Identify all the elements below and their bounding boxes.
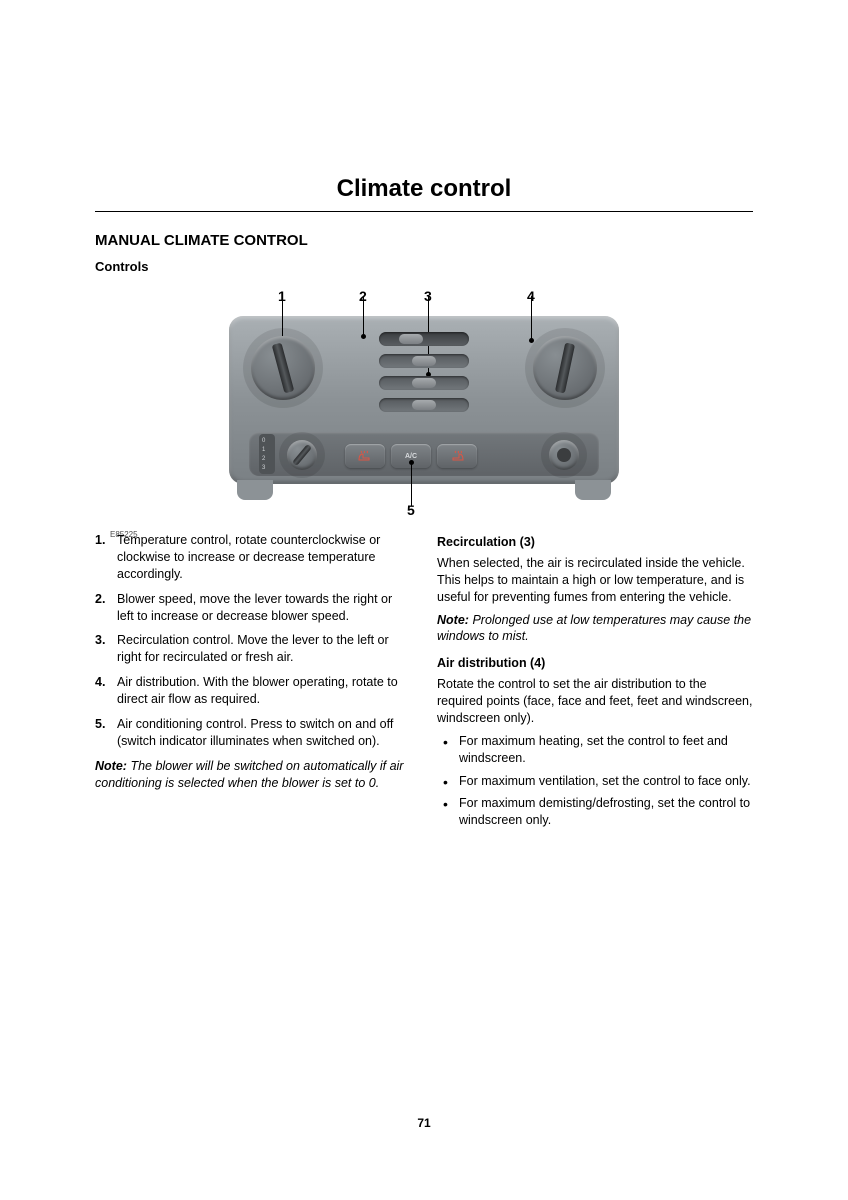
blower-note: Note: The blower will be switched on aut… [95, 758, 411, 792]
note-body: The blower will be switched on automatic… [95, 759, 403, 790]
body-columns: Temperature control, rotate counterclock… [95, 532, 753, 835]
lighter-dial [549, 440, 579, 470]
page-number: 71 [0, 1116, 848, 1130]
list-item: For maximum ventilation, set the control… [437, 773, 753, 790]
list-item: Air distribution. With the blower operat… [95, 674, 411, 708]
callout-row-bottom: 5 [229, 484, 619, 520]
blower-speed-slider [379, 332, 469, 346]
callout-5: 5 [407, 502, 415, 518]
controls-list: Temperature control, rotate counterclock… [95, 532, 411, 750]
recirculation-note: Note: Prolonged use at low temperatures … [437, 612, 753, 646]
air-distribution-dial [533, 336, 597, 400]
subheading-controls: Controls [95, 259, 753, 274]
headlamp-dial [287, 440, 317, 470]
list-item: Recirculation control. Move the lever to… [95, 632, 411, 666]
air-distribution-heading: Air distribution (4) [437, 655, 753, 672]
list-item: For maximum heating, set the control to … [437, 733, 753, 767]
callout-2: 2 [359, 288, 367, 304]
list-item: Blower speed, move the lever towards the… [95, 591, 411, 625]
note-label: Note: [437, 613, 469, 627]
callout-3: 3 [424, 288, 432, 304]
note-body: Prolonged use at low temperatures may ca… [437, 613, 751, 644]
heated-seat-icon [357, 450, 373, 462]
list-item: Temperature control, rotate counterclock… [95, 532, 411, 583]
list-item: Air conditioning control. Press to switc… [95, 716, 411, 750]
recirculation-body: When selected, the air is recirculated i… [437, 555, 753, 606]
callout-row-top: 1 2 3 4 [229, 288, 619, 316]
air-distribution-body: Rotate the control to set the air distri… [437, 676, 753, 727]
heated-seat-right-button [437, 444, 477, 468]
left-column: Temperature control, rotate counterclock… [95, 532, 411, 835]
diagram-figure: 1 2 3 4 0 1 [95, 288, 753, 520]
recirculation-slider [379, 376, 469, 390]
recirculation-heading: Recirculation (3) [437, 534, 753, 551]
air-distribution-bullets: For maximum heating, set the control to … [437, 733, 753, 829]
row4-slider [379, 398, 469, 412]
row2-slider [379, 354, 469, 368]
section-heading: MANUAL CLIMATE CONTROL [95, 232, 753, 249]
callout-1: 1 [278, 288, 286, 304]
temperature-dial [251, 336, 315, 400]
ac-button: A/C [391, 444, 431, 468]
heated-seat-icon [449, 450, 465, 462]
speed-indicator-strip: 0 1 2 3 [259, 434, 275, 474]
list-item: For maximum demisting/defrosting, set th… [437, 795, 753, 829]
control-panel: 0 1 2 3 A/C [229, 316, 619, 484]
heated-seat-left-button [345, 444, 385, 468]
right-column: Recirculation (3) When selected, the air… [437, 532, 753, 835]
callout-4: 4 [527, 288, 535, 304]
page-title: Climate control [95, 175, 753, 212]
note-label: Note: [95, 759, 127, 773]
